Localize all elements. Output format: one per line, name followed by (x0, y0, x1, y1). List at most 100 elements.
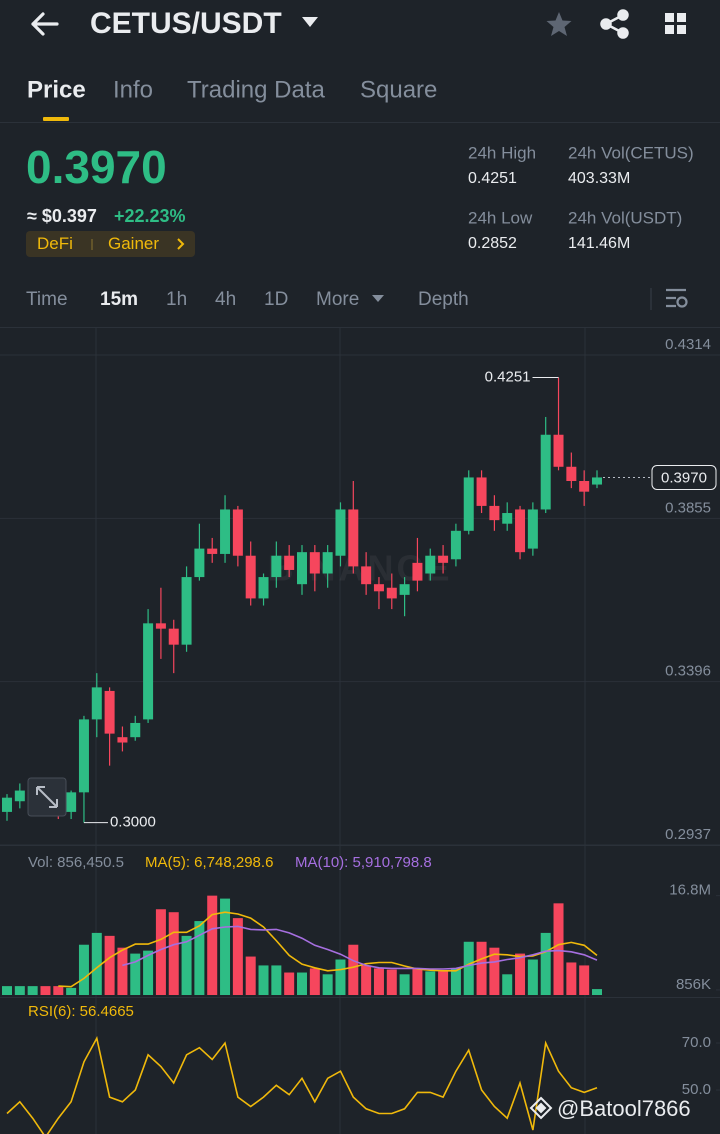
layout-icon[interactable] (665, 13, 686, 34)
candle-body (553, 434, 564, 467)
volume-bar (27, 986, 38, 995)
last-price: 0.3970 (26, 141, 167, 193)
candle-body (386, 587, 397, 599)
volume-bar (412, 968, 423, 995)
candle-body (463, 477, 474, 531)
candle-body (438, 555, 449, 563)
volume-bar (566, 962, 577, 995)
rsi-line (6, 1036, 598, 1134)
ma-line (122, 925, 598, 970)
tag[interactable]: Gainer (108, 234, 159, 253)
volume-bar (181, 935, 192, 995)
volume-bar (425, 971, 436, 995)
tag-box[interactable] (26, 231, 195, 257)
y-tick-label: 0.2937 (665, 826, 711, 843)
candle-body (271, 555, 282, 578)
interval[interactable]: 1h (166, 289, 187, 310)
volume-bar (53, 986, 64, 995)
interval[interactable]: 15m (100, 289, 138, 310)
stat-label: 24h Low (468, 208, 533, 227)
back-button[interactable] (31, 12, 59, 36)
volume-bar (284, 972, 295, 995)
last-price-tag (651, 464, 717, 490)
candle-body (78, 719, 89, 793)
candle-body (284, 555, 295, 570)
favorite-icon[interactable] (546, 12, 572, 36)
candle-body (117, 737, 128, 743)
volume-bar (348, 944, 359, 995)
candle-body (155, 623, 166, 629)
interval[interactable]: 1D (264, 289, 288, 310)
candle-body (579, 481, 590, 492)
volume-bar (553, 903, 564, 995)
volume-bar (104, 935, 115, 995)
volume-bar (271, 965, 282, 995)
candle-body (527, 509, 538, 549)
rsi-title: RSI(6): 56.4665 (28, 1003, 134, 1020)
interval[interactable]: 4h (215, 289, 236, 310)
candle-body (207, 548, 218, 554)
candle-body (104, 690, 115, 734)
y-tick-label: 50.0 (682, 1081, 711, 1098)
pair-title[interactable]: CETUS/USDT (90, 7, 282, 40)
y-tick-label: 0.3855 (665, 499, 711, 516)
volume-bar (143, 950, 154, 995)
expand-button[interactable] (27, 777, 67, 817)
volume-bar (373, 968, 384, 995)
candle-body (373, 584, 384, 592)
volume-bar (40, 986, 51, 995)
tab[interactable]: Trading Data (187, 76, 326, 103)
stat-label: 24h High (468, 143, 536, 162)
price-change: +22.23% (114, 206, 186, 226)
share-icon[interactable] (600, 9, 629, 39)
volume-bar (502, 974, 513, 995)
low-marker-label: 0.3000 (110, 814, 156, 831)
candle-body (515, 509, 526, 553)
volume-bar (476, 941, 487, 995)
volume-bar (579, 965, 590, 995)
legend-entry: MA(10): 5,910,798.8 (295, 854, 432, 871)
tab[interactable]: Price (27, 76, 86, 103)
candle-body (566, 466, 577, 482)
candle-body (181, 577, 192, 645)
volume-bar (489, 947, 500, 995)
tag[interactable]: DeFi (37, 234, 73, 253)
candle-body (322, 552, 333, 574)
volume-bar (155, 909, 166, 995)
stat-value: 403.33M (568, 170, 630, 187)
tab[interactable]: Info (113, 76, 153, 103)
tab[interactable]: Square (360, 76, 437, 103)
interval[interactable]: Time (26, 289, 68, 310)
volume-bar (527, 959, 538, 995)
legend-entry: MA(5): 6,748,298.6 (145, 854, 273, 871)
candle-body (130, 722, 141, 738)
watermark: @Batool7866 (557, 1096, 691, 1121)
volume-bar (245, 956, 256, 995)
candle-body (361, 566, 372, 585)
more-dropdown[interactable] (372, 295, 384, 302)
tag-chevron (177, 238, 185, 250)
volume-bar (361, 965, 372, 995)
volume-bar (207, 895, 218, 995)
chart-settings-icon[interactable] (666, 288, 688, 308)
interval[interactable]: Depth (418, 289, 469, 310)
volume-bar (438, 971, 449, 995)
candle-body (194, 548, 205, 578)
interval[interactable]: More (316, 289, 359, 310)
candle-body (450, 530, 461, 560)
y-tick-label: 0.4314 (665, 336, 711, 353)
candle-body (297, 552, 307, 585)
stat-value: 141.46M (568, 235, 630, 252)
candle-body (502, 513, 513, 524)
pair-dropdown[interactable] (302, 17, 318, 27)
stat-value: 0.2852 (468, 235, 517, 252)
volume-bar (515, 953, 526, 995)
y-tick-label: 856K (676, 976, 711, 993)
candle-body (143, 623, 154, 720)
y-tick-label: 0.3396 (665, 663, 711, 680)
volume-bar (194, 921, 205, 995)
candle-body (489, 505, 500, 521)
volume-bar (14, 986, 25, 995)
candle-body (335, 509, 346, 556)
